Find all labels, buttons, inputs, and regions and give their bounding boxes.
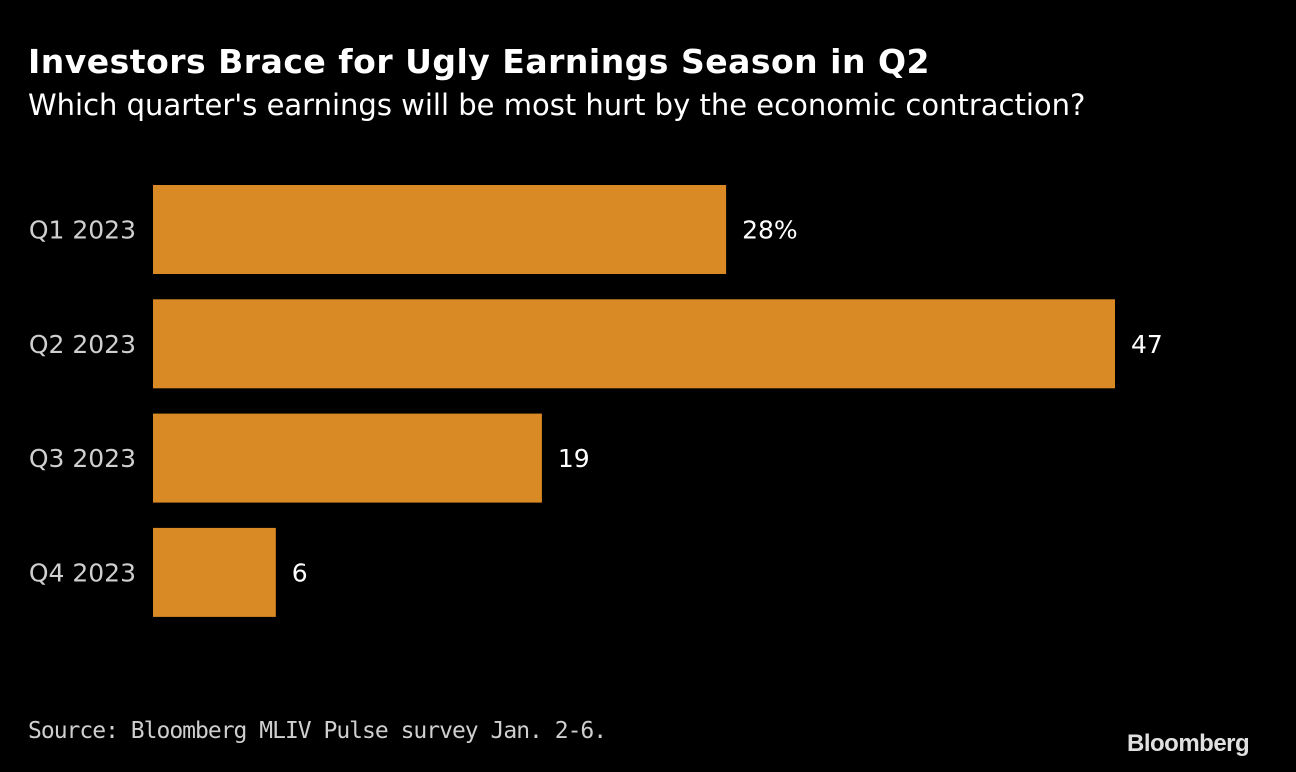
data-label: 28% — [742, 216, 798, 245]
category-label: Q3 2023 — [29, 444, 136, 473]
bar-q3-2023 — [153, 413, 542, 503]
category-label: Q4 2023 — [29, 558, 136, 587]
chart-title: Investors Brace for Ugly Earnings Season… — [28, 42, 930, 81]
category-label: Q1 2023 — [29, 216, 136, 245]
data-label: 6 — [292, 558, 308, 587]
source-note: Source: Bloomberg MLIV Pulse survey Jan.… — [28, 718, 607, 744]
bar-q2-2023 — [153, 299, 1115, 389]
chart-subtitle: Which quarter's earnings will be most hu… — [28, 88, 1086, 122]
bar-q1-2023 — [153, 185, 727, 274]
data-label: 19 — [558, 444, 590, 473]
category-label: Q2 2023 — [29, 330, 136, 359]
bloomberg-logo: Bloomberg — [1127, 730, 1250, 757]
bar-q4-2023 — [153, 527, 276, 617]
data-label: 47 — [1131, 330, 1163, 359]
